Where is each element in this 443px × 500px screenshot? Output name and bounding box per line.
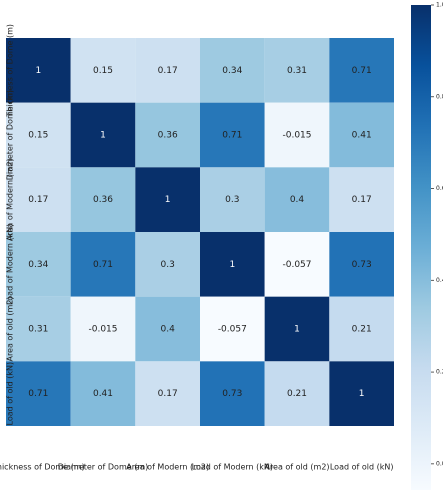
heatmap-cell xyxy=(135,167,200,232)
heatmap-cell xyxy=(200,296,265,362)
cell-label: 0.15 xyxy=(93,66,113,76)
y-tick-label: Diameter of Dome (m) xyxy=(6,90,15,181)
cell-label: 1 xyxy=(165,195,171,205)
cell-label: -0.057 xyxy=(282,260,311,270)
heatmap-cell xyxy=(200,232,265,297)
cell-label: 1 xyxy=(359,389,365,399)
heatmap-cell xyxy=(135,361,200,426)
cell-label: 1 xyxy=(294,325,300,335)
y-tick-label: Load of Modern (kN) xyxy=(6,224,15,305)
cell-label: 0.31 xyxy=(287,66,307,76)
cell-label: -0.015 xyxy=(88,325,117,335)
cell-label: 0.73 xyxy=(222,389,242,399)
cell-label: 0.73 xyxy=(352,260,372,270)
heatmap-cell xyxy=(135,102,200,168)
cell-label: 0.41 xyxy=(93,389,113,399)
x-tick-label: Area of old (m2) xyxy=(264,463,329,472)
cell-label: 0.4 xyxy=(290,195,305,205)
cell-label: 0.36 xyxy=(158,131,178,141)
heatmap-cell xyxy=(200,361,265,426)
cell-label: 0.71 xyxy=(222,131,242,141)
colorbar-tick-label: 0.0 xyxy=(436,460,443,467)
heatmap-cell xyxy=(329,361,394,426)
heatmap-cell xyxy=(329,167,394,232)
cell-label: 1 xyxy=(229,260,235,270)
cell-label: -0.015 xyxy=(282,131,311,141)
heatmap-cell xyxy=(329,296,394,362)
heatmap-cell xyxy=(70,232,136,297)
cell-label: 0.17 xyxy=(352,195,372,205)
heatmap-cell xyxy=(200,102,265,168)
x-tick-label: Thickness of Dome (m) xyxy=(0,463,85,472)
heatmap-cell xyxy=(264,167,330,232)
heatmap-cell xyxy=(200,38,265,103)
heatmap-cell xyxy=(264,38,330,103)
x-tick-label: Area of Modern (m2) xyxy=(126,463,209,472)
cell-label: 0.71 xyxy=(28,389,48,399)
cell-label: 0.71 xyxy=(93,260,113,270)
colorbar-tick-label: 0.2 xyxy=(436,369,443,376)
heatmap-cell xyxy=(6,361,71,426)
heatmap-cell xyxy=(6,296,71,362)
cell-label: 0.31 xyxy=(28,325,48,335)
colorbar xyxy=(411,5,431,490)
colorbar-tick-label: 0.6 xyxy=(436,185,443,192)
cell-label: 0.71 xyxy=(352,66,372,76)
heatmap-cell xyxy=(264,361,330,426)
cell-label: 1 xyxy=(35,66,41,76)
cell-label: 0.17 xyxy=(158,66,178,76)
heatmap-cell xyxy=(135,38,200,103)
y-tick-label: Thickness of Dome (m) xyxy=(6,24,15,118)
cell-label: 0.3 xyxy=(225,195,239,205)
heatmap-cell xyxy=(70,296,136,362)
heatmap-cell xyxy=(200,167,265,232)
colorbar-tick-label: 0.8 xyxy=(436,93,443,100)
heatmap-cell xyxy=(70,167,136,232)
heatmap-cell xyxy=(70,38,136,103)
cell-label: 0.34 xyxy=(222,66,242,76)
x-tick-label: Load of old (kN) xyxy=(330,463,394,472)
cell-label: 0.36 xyxy=(93,195,113,205)
cell-label: 0.34 xyxy=(28,260,48,270)
cell-label: 0.4 xyxy=(161,325,176,335)
heatmap-cell xyxy=(135,296,200,362)
colorbar-tick-label: 1.0 xyxy=(436,2,443,9)
heatmap-cell xyxy=(6,38,71,103)
cell-label: 0.3 xyxy=(161,260,175,270)
y-tick-label: Area of Modern (m2) xyxy=(6,158,15,241)
heatmap-cell xyxy=(70,102,136,168)
heatmap-cell xyxy=(264,296,330,362)
cell-label: 0.41 xyxy=(352,131,372,141)
y-tick-label: Area of old (m2) xyxy=(6,296,15,361)
heatmap-cell xyxy=(6,232,71,297)
heatmap-cell xyxy=(135,232,200,297)
heatmap-cell xyxy=(6,167,71,232)
cell-label: 0.17 xyxy=(28,195,48,205)
heatmap-cell xyxy=(264,102,330,168)
colorbar-tick-label: 0.4 xyxy=(436,277,443,284)
cell-label: 1 xyxy=(100,131,106,141)
heatmap-cell xyxy=(329,102,394,168)
heatmap-cell xyxy=(329,232,394,297)
heatmap-cell xyxy=(6,102,71,168)
cell-label: 0.17 xyxy=(158,389,178,399)
cell-label: 0.15 xyxy=(28,131,48,141)
cell-label: -0.057 xyxy=(218,325,247,335)
cell-label: 0.21 xyxy=(352,325,372,335)
x-tick-label: Load of Modern (kN) xyxy=(192,463,273,472)
y-tick-label: Load of old (kN) xyxy=(6,362,15,426)
heatmap-cell xyxy=(70,361,136,426)
heatmap-cell xyxy=(264,232,330,297)
cell-label: 0.21 xyxy=(287,389,307,399)
heatmap-cell xyxy=(329,38,394,103)
x-tick-label: Diameter of Dome (m) xyxy=(58,463,149,472)
